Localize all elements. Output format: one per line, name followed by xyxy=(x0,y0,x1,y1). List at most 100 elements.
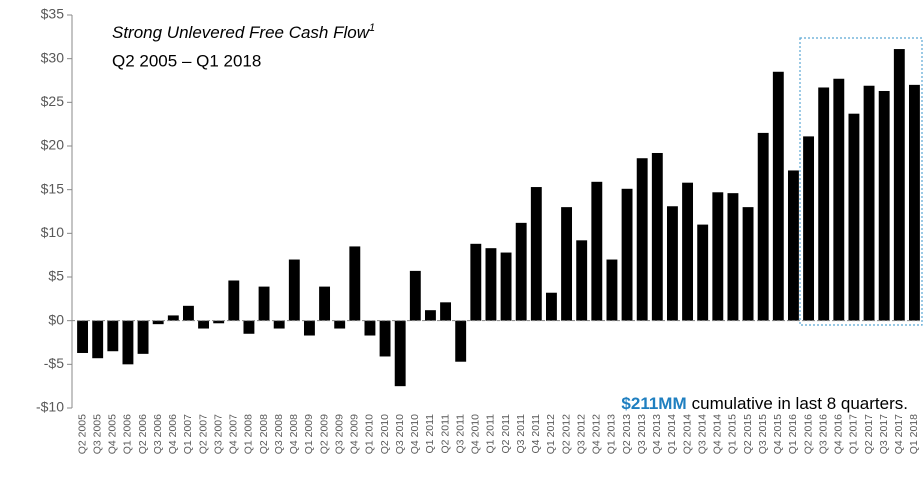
bar xyxy=(833,78,845,321)
bar xyxy=(258,286,270,321)
bar xyxy=(666,206,678,321)
bar xyxy=(697,224,709,321)
bar xyxy=(621,188,633,321)
x-tick-label: Q3 2015 xyxy=(757,414,769,454)
x-tick-label: Q4 2013 xyxy=(651,414,663,454)
x-tick-label: Q4 2007 xyxy=(228,414,240,454)
x-tick-label: Q2 2013 xyxy=(621,414,633,454)
bar xyxy=(636,158,648,321)
x-tick-label: Q1 2009 xyxy=(303,414,315,454)
x-tick-label: Q1 2011 xyxy=(424,414,436,454)
x-tick-label: Q3 2011 xyxy=(515,414,527,454)
bar xyxy=(379,320,391,357)
bar xyxy=(712,192,724,321)
bar xyxy=(440,302,452,321)
x-tick-label: Q4 2014 xyxy=(712,414,724,454)
y-tick-label: $15 xyxy=(41,180,65,196)
y-tick-label: $0 xyxy=(48,311,64,327)
bar xyxy=(878,90,890,321)
y-tick-label: $30 xyxy=(41,49,65,65)
bar xyxy=(742,207,754,321)
bar xyxy=(92,320,104,359)
bar xyxy=(500,252,512,321)
bar xyxy=(364,320,376,336)
x-tick-label: Q4 2016 xyxy=(833,414,845,454)
x-tick-label: Q3 2006 xyxy=(152,414,164,454)
bar xyxy=(908,84,920,321)
y-tick-label: $35 xyxy=(41,6,65,22)
x-tick-label: Q4 2008 xyxy=(288,414,300,454)
title-text: Strong Unlevered Free Cash Flow xyxy=(112,23,371,42)
bar xyxy=(273,320,285,329)
bar xyxy=(682,182,694,321)
y-tick-label: $20 xyxy=(41,137,65,153)
x-tick-label: Q3 2011 xyxy=(454,414,466,454)
x-tick-label: Q2 2006 xyxy=(137,414,149,454)
bar xyxy=(803,136,815,321)
bar xyxy=(727,193,739,321)
bar xyxy=(455,320,467,362)
x-tick-label: Q3 2014 xyxy=(696,414,708,454)
x-tick-label: Q3 2016 xyxy=(817,414,829,454)
y-tick-label: $25 xyxy=(41,93,65,109)
bar xyxy=(485,248,497,321)
bar xyxy=(561,207,573,321)
x-tick-label: Q2 2011 xyxy=(500,414,512,454)
chart-subtitle: Q2 2005 – Q1 2018 xyxy=(112,51,261,70)
annotation-text: cumulative in last 8 quarters. xyxy=(692,394,908,413)
bar xyxy=(182,305,194,321)
x-tick-label: Q4 2012 xyxy=(591,414,603,454)
bar xyxy=(545,292,557,321)
x-tick-label: Q1 2012 xyxy=(545,414,557,454)
annotation-highlight: $211MM xyxy=(621,394,686,413)
x-tick-label: Q2 2011 xyxy=(439,414,451,454)
highlight-box xyxy=(799,37,923,326)
bar xyxy=(213,320,225,324)
x-tick-label: Q4 2006 xyxy=(167,414,179,454)
x-tick-label: Q1 2007 xyxy=(182,414,194,454)
x-tick-label: Q3 2012 xyxy=(575,414,587,454)
bar xyxy=(530,187,542,321)
x-tick-label: Q3 2013 xyxy=(636,414,648,454)
bar xyxy=(122,320,134,365)
y-tick-label: $10 xyxy=(41,224,65,240)
x-tick-label: Q4 2011 xyxy=(530,414,542,454)
bar xyxy=(591,181,603,321)
bar xyxy=(863,85,875,321)
bar xyxy=(772,71,784,321)
x-tick-label: Q2 2016 xyxy=(802,414,814,454)
bar xyxy=(167,315,179,321)
x-tick-label: Q1 2016 xyxy=(787,414,799,454)
bar xyxy=(334,320,346,329)
x-tick-label: Q1 2013 xyxy=(606,414,618,454)
bar xyxy=(424,310,436,321)
bar xyxy=(787,170,799,321)
x-tick-label: Q1 2017 xyxy=(848,414,860,454)
x-tick-label: Q3 2005 xyxy=(91,414,103,454)
x-tick-label: Q3 2017 xyxy=(878,414,890,454)
y-tick-label: $5 xyxy=(48,268,64,284)
bar xyxy=(409,270,421,321)
bar xyxy=(757,132,769,321)
x-tick-label: Q4 2017 xyxy=(893,414,905,454)
x-tick-label: Q4 2005 xyxy=(107,414,119,454)
annotation: $211MM cumulative in last 8 quarters. xyxy=(621,394,908,413)
x-tick-label: Q2 2012 xyxy=(560,414,572,454)
x-tick-label: Q2 2009 xyxy=(318,414,330,454)
bar xyxy=(243,320,255,334)
bar xyxy=(319,286,331,321)
bar xyxy=(848,113,860,321)
bar xyxy=(651,152,663,321)
x-tick-label: Q4 2010 xyxy=(409,414,421,454)
x-tick-label: Q4 2009 xyxy=(349,414,361,454)
bar xyxy=(470,243,482,321)
bar xyxy=(77,320,89,353)
bar xyxy=(228,280,240,321)
x-tick-label: Q1 2006 xyxy=(122,414,134,454)
x-tick-label: Q3 2010 xyxy=(394,414,406,454)
x-tick-label: Q1 2010 xyxy=(364,414,376,454)
x-tick-label: Q3 2009 xyxy=(333,414,345,454)
bar xyxy=(198,320,210,329)
x-tick-label: Q1 2008 xyxy=(243,414,255,454)
